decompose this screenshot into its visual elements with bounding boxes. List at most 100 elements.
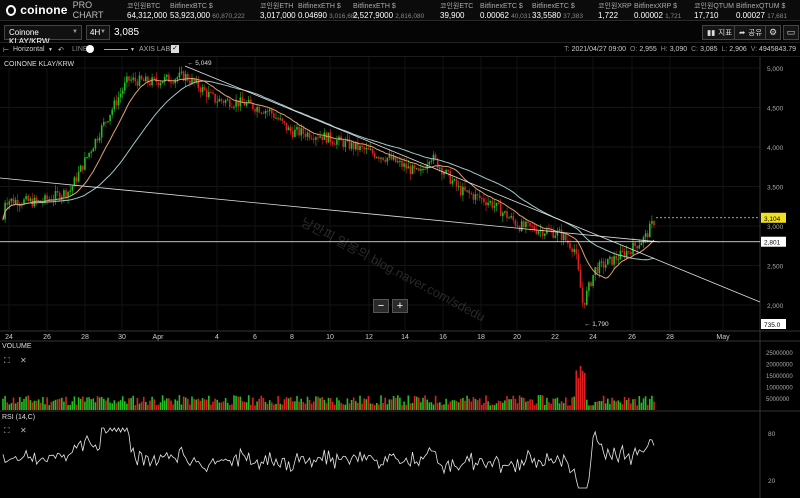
- volume-bar: [407, 395, 410, 410]
- logo[interactable]: coinone PRO CHART: [0, 0, 120, 20]
- candle-body: [281, 118, 284, 122]
- candle-body: [382, 157, 384, 161]
- ticker-item[interactable]: BitfinexETH $0.04690 3,016,682: [298, 2, 358, 21]
- candle-body: [327, 132, 330, 143]
- volume-bar: [37, 399, 40, 410]
- volume-bar: [292, 401, 294, 410]
- candle-body: [571, 248, 573, 252]
- expand-icon[interactable]: ⛶: [4, 356, 10, 365]
- volume-bar: [71, 401, 74, 410]
- volume-bar: [409, 403, 412, 410]
- candle-body: [334, 143, 336, 145]
- candle-body: [462, 186, 464, 196]
- ticker-name: BitfinexXRP $: [634, 3, 678, 10]
- volume-bar: [510, 399, 512, 410]
- candle-body: [390, 154, 393, 160]
- ticker-sub: 37,383: [563, 13, 584, 20]
- ticker-item[interactable]: BitfinexETC $33,5580 37,383: [532, 2, 583, 21]
- ticker-item[interactable]: 코인원BTC 64,312,000: [127, 2, 167, 20]
- candle-body: [562, 234, 565, 240]
- volume-bar: [176, 400, 179, 410]
- symbol-select[interactable]: Coinone KLAY/KRW ▼: [4, 25, 82, 46]
- close-icon[interactable]: ✕: [20, 356, 27, 365]
- volume-bar: [220, 402, 223, 410]
- candle-body: [191, 78, 193, 84]
- candle-body: [588, 282, 590, 291]
- volume-bar: [388, 399, 391, 410]
- volume-bar: [73, 396, 76, 410]
- candle-body: [10, 198, 13, 202]
- axis-label-checkbox[interactable]: ✓: [171, 45, 179, 53]
- gear-icon: ⚙: [768, 27, 778, 37]
- ticker-name: BitfinexETC $: [480, 3, 523, 10]
- ticker-item[interactable]: 코인원ETC 39,900: [440, 2, 473, 20]
- volume-bar: [352, 397, 355, 410]
- timeframe-select[interactable]: 4H ▼: [86, 25, 110, 40]
- volume-bar: [134, 405, 137, 410]
- settings-button[interactable]: ⚙: [765, 25, 781, 40]
- ticker-item[interactable]: BitfinexETC $0.00062 40,031: [480, 2, 531, 21]
- coinone-logo-icon: [6, 4, 17, 16]
- candle-body: [69, 190, 71, 192]
- moving-average-long: [2, 80, 655, 261]
- candle-body: [466, 190, 468, 192]
- candle-body: [58, 192, 61, 200]
- candle-body: [361, 145, 363, 148]
- volume-bar: [170, 400, 172, 410]
- candle-body: [518, 226, 521, 231]
- volume-bar: [105, 400, 107, 410]
- candle-body: [153, 77, 155, 79]
- volume-bar: [489, 405, 491, 410]
- horizontal-tool-icon[interactable]: ⊢: [3, 47, 10, 54]
- candle-body: [67, 191, 69, 198]
- zoom-in-button[interactable]: +: [392, 299, 408, 313]
- volume-bar: [111, 403, 113, 410]
- volume-bar: [497, 400, 500, 410]
- candle-body: [453, 179, 456, 181]
- ticker-item[interactable]: BitfinexQTUM $0.00027 17,681: [736, 2, 787, 21]
- candle-body: [113, 100, 116, 110]
- candle-body: [226, 99, 229, 101]
- candle-body: [504, 211, 506, 213]
- expand-icon[interactable]: ⛶: [4, 426, 10, 435]
- candle-body: [344, 140, 347, 148]
- zoom-out-button[interactable]: −: [373, 299, 389, 313]
- ticker-item[interactable]: BitfinexBTC $53,923,000 60,870,222: [170, 2, 245, 21]
- share-button[interactable]: ➦ 공유: [734, 25, 768, 40]
- candle-body: [92, 148, 95, 152]
- candle-body: [77, 171, 80, 182]
- ticker-price: 2,527,9000 2,816,080: [353, 11, 425, 20]
- volume-bar: [65, 396, 67, 410]
- volume-bar: [558, 403, 561, 410]
- volume-bar: [313, 401, 315, 410]
- zoom-out-label: −: [377, 300, 385, 312]
- ticker-item[interactable]: 코인원QTUM 17,710: [694, 2, 734, 20]
- candle-body: [405, 163, 407, 169]
- candle-body: [525, 221, 527, 228]
- volume-bar: [121, 396, 124, 410]
- date-axis-label: 14: [401, 334, 409, 341]
- ticker-item[interactable]: 코인원ETH 3,017,000: [260, 2, 296, 20]
- close-icon[interactable]: ✕: [20, 426, 27, 435]
- color-picker[interactable]: [86, 45, 94, 53]
- candle-body: [75, 177, 78, 182]
- undo-icon[interactable]: ↶: [58, 47, 64, 54]
- candle-body: [445, 169, 447, 174]
- ticker-item[interactable]: BitfinexETH $2,527,9000 2,816,080: [353, 2, 424, 21]
- ticker-item[interactable]: BitfinexXRP $0.00002 1,721: [634, 2, 681, 21]
- volume-bar: [163, 400, 166, 410]
- candle-body: [607, 258, 609, 265]
- candle-body: [250, 99, 252, 104]
- line-style-select[interactable]: [104, 49, 128, 50]
- volume-bar: [550, 403, 552, 410]
- drawing-tool-select[interactable]: Horizontal: [13, 46, 45, 53]
- indicator-button[interactable]: ▮▮ 지표: [702, 25, 738, 40]
- volume-bar: [128, 398, 130, 410]
- candle-body: [546, 229, 548, 234]
- candle-body: [306, 132, 309, 137]
- ticker-item[interactable]: 코인원XRP 1,722: [598, 2, 632, 20]
- chat-button[interactable]: ▭: [783, 25, 799, 40]
- candle-body: [285, 122, 288, 131]
- volume-bar: [142, 396, 145, 410]
